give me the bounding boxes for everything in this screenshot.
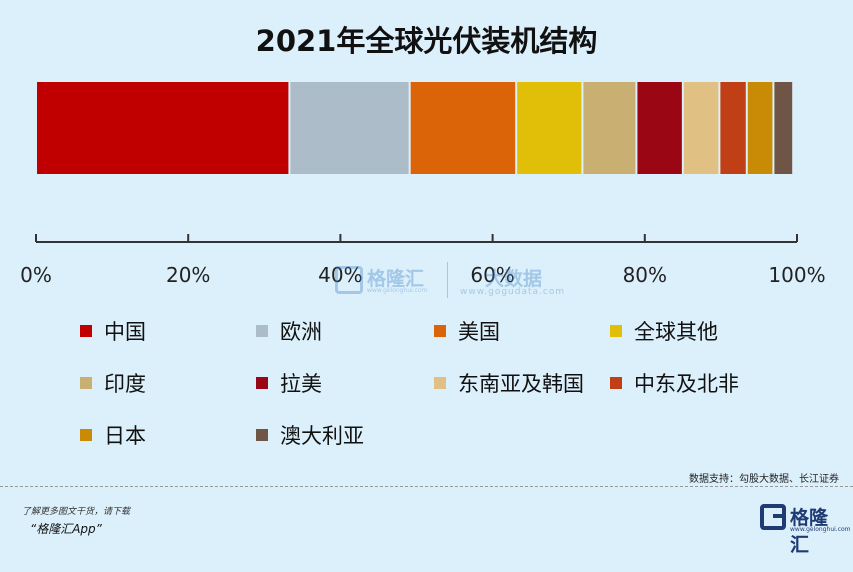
- x-tick-label-3: 60%: [470, 263, 514, 287]
- legend-label-6: 东南亚及韩国: [458, 372, 584, 396]
- legend-label-3: 全球其他: [634, 320, 718, 344]
- x-tick-label-1: 20%: [166, 263, 210, 287]
- legend-swatch-3: [610, 325, 622, 337]
- logo-g-bar: [773, 514, 783, 518]
- promo-line-2: “格隆汇App”: [30, 522, 102, 536]
- chart-title: 2021年全球光伏装机结构: [255, 24, 598, 58]
- legend-swatch-8: [80, 429, 92, 441]
- legend-item-1: 欧洲: [256, 317, 434, 345]
- x-tick-label-2: 40%: [318, 263, 362, 287]
- footer-divider: [0, 486, 853, 487]
- x-tick-label-0: 0%: [20, 263, 52, 287]
- footer-logo: 格隆汇 www.gelonghui.com: [760, 503, 851, 556]
- x-tick-label-5: 100%: [768, 263, 825, 287]
- legend-label-1: 欧洲: [280, 320, 322, 344]
- promo-line-1: 了解更多图文干货，请下载: [22, 507, 131, 517]
- legend-swatch-7: [610, 377, 622, 389]
- logo-url: www.gelonghui.com: [790, 526, 851, 533]
- source-note: 数据支持：勾股大数据、长江证券: [689, 474, 839, 485]
- legend-item-0: 中国: [80, 317, 256, 345]
- watermark-data-url: www.gogudata.com: [460, 287, 566, 297]
- legend-item-9: 澳大利亚: [256, 421, 434, 449]
- watermark-brand-url: www.gelonghui.com: [367, 287, 428, 294]
- legend-item-8: 日本: [80, 421, 256, 449]
- x-axis: 0% 20% 40% 60% 80% 100%: [20, 234, 826, 287]
- legend-item-7: 中东及北非: [610, 369, 800, 397]
- legend-label-5: 拉美: [280, 372, 322, 396]
- logo-g-icon: [760, 504, 786, 530]
- bar-segments: [37, 82, 793, 174]
- legend: 中国 欧洲 美国 全球其他印度 拉美 东南亚及韩国 中东及北非日本 澳大利亚: [80, 317, 800, 449]
- legend-item-5: 拉美: [256, 369, 434, 397]
- legend-item-2: 美国: [434, 317, 610, 345]
- bar-segment-6: [683, 82, 719, 174]
- stacked-bar-chart: 0% 20% 40% 60% 80% 100%: [20, 82, 826, 287]
- legend-item-4: 印度: [80, 369, 256, 397]
- legend-label-0: 中国: [104, 320, 146, 344]
- legend-item-3: 全球其他: [610, 317, 800, 345]
- bar-segment-9: [774, 82, 793, 174]
- watermark-logo-icon: [335, 266, 363, 294]
- legend-label-2: 美国: [458, 320, 500, 344]
- legend-label-7: 中东及北非: [634, 372, 739, 396]
- bar-segment-1: [290, 82, 409, 174]
- legend-swatch-2: [434, 325, 446, 337]
- legend-swatch-4: [80, 377, 92, 389]
- legend-swatch-1: [256, 325, 268, 337]
- legend-item-6: 东南亚及韩国: [434, 369, 610, 397]
- watermark-data-brand: 大数据: [485, 268, 543, 290]
- x-tick-label-4: 80%: [623, 263, 667, 287]
- legend-label-9: 澳大利亚: [280, 424, 364, 448]
- bar-segment-7: [720, 82, 746, 174]
- bar-segment-0: [37, 82, 289, 174]
- watermark: 格隆汇 www.gelonghui.com 大数据 www.gogudata.c…: [335, 262, 585, 302]
- legend-swatch-9: [256, 429, 268, 441]
- bar-segment-3: [517, 82, 582, 174]
- logo-name: 格隆汇: [790, 507, 829, 556]
- legend-swatch-6: [434, 377, 446, 389]
- watermark-brand: 格隆汇: [367, 268, 425, 290]
- watermark-separator: [447, 262, 448, 298]
- legend-label-8: 日本: [104, 424, 146, 448]
- legend-label-4: 印度: [104, 372, 146, 396]
- legend-swatch-0: [80, 325, 92, 337]
- legend-swatch-5: [256, 377, 268, 389]
- bar-segment-2: [410, 82, 516, 174]
- bar-segment-4: [583, 82, 636, 174]
- bar-segment-8: [747, 82, 773, 174]
- bar-segment-5: [637, 82, 682, 174]
